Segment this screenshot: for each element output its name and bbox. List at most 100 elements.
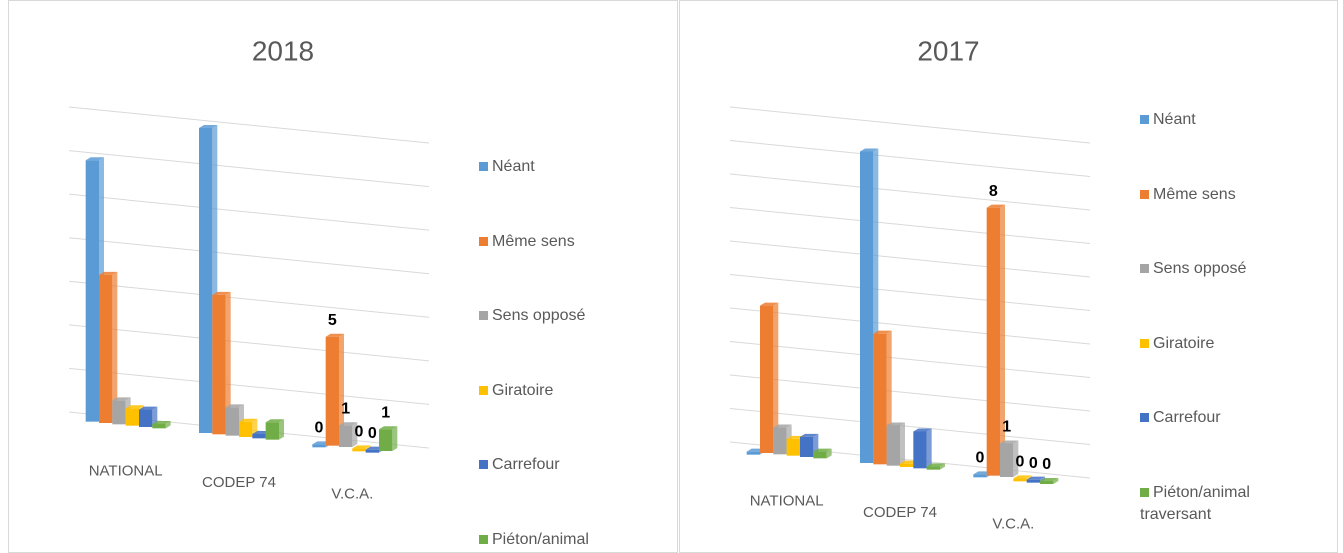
legend-label: Piéton/animal traversant <box>1140 483 1250 523</box>
grid-line <box>729 274 1091 311</box>
grid-line <box>729 207 1091 244</box>
legend-swatch <box>1140 338 1149 348</box>
grid-line <box>68 367 430 405</box>
bar-top <box>85 157 104 161</box>
bar <box>886 425 900 466</box>
legend-item: Même sens <box>479 231 629 253</box>
bar-top <box>913 428 932 432</box>
bar-top <box>139 406 158 410</box>
bar-top <box>800 433 819 437</box>
grid-line <box>729 341 1091 378</box>
data-label: 8 <box>989 183 998 200</box>
bar-top <box>199 125 218 128</box>
bar <box>973 474 987 478</box>
grid-line <box>729 240 1091 278</box>
bar-top <box>1013 475 1032 479</box>
grid-line <box>729 173 1091 211</box>
x-tick-label: V.C.A. <box>992 515 1034 532</box>
bar <box>1040 481 1054 484</box>
bar <box>860 151 874 463</box>
bar-side <box>165 420 171 429</box>
bar-top <box>813 448 832 452</box>
bar-top <box>773 424 792 428</box>
legend-item: Néant <box>1140 109 1290 131</box>
bar-side <box>826 448 832 459</box>
legend-label: Giratoire <box>1153 334 1215 352</box>
legend-label: Giratoire <box>492 381 554 399</box>
legend-item: Néant <box>479 156 629 178</box>
bar-side <box>900 422 905 466</box>
bar-side <box>773 302 779 453</box>
bar-top <box>99 271 118 275</box>
bar-top <box>860 148 879 152</box>
data-label: 0 <box>1016 454 1025 471</box>
bar <box>125 408 139 426</box>
legend-swatch <box>1140 264 1149 273</box>
bar <box>926 466 940 470</box>
chart-title: 2018 <box>252 35 314 66</box>
bar-top <box>152 420 171 424</box>
legend-swatch <box>479 534 488 544</box>
bar-top <box>112 397 131 401</box>
grid-line <box>68 106 430 144</box>
bar-top <box>760 302 779 306</box>
legend-item: Giratoire <box>1140 333 1290 355</box>
legend-swatch <box>1140 189 1149 199</box>
bar <box>800 436 814 457</box>
bar-side <box>1000 204 1005 476</box>
legend-item: Même sens <box>1140 184 1290 206</box>
bar <box>1000 443 1014 477</box>
bar-top <box>886 422 905 426</box>
bar <box>199 128 213 433</box>
data-label: 1 <box>341 400 350 417</box>
bar <box>212 294 226 435</box>
bar-side <box>1053 478 1059 484</box>
grid-line <box>729 408 1091 445</box>
bar-top <box>352 445 371 449</box>
grid-line <box>729 140 1091 177</box>
bar-top <box>265 419 284 423</box>
legend-swatch <box>479 162 488 171</box>
grid-line <box>729 374 1091 412</box>
bar <box>379 429 393 451</box>
legend-item: Sens opposé <box>1140 258 1290 280</box>
legend-swatch <box>479 385 488 395</box>
x-tick-label: V.C.A. <box>331 485 373 502</box>
chart-title: 2017 <box>917 35 979 66</box>
bar-top <box>212 291 231 295</box>
bar <box>1013 478 1027 482</box>
bar <box>139 409 153 427</box>
bar-side <box>940 463 945 470</box>
bar <box>1026 479 1040 483</box>
bar <box>252 433 266 439</box>
bar <box>746 451 760 455</box>
bar <box>773 427 787 455</box>
legend-item: Piéton/animal traversant <box>1140 482 1290 526</box>
bar-side <box>339 333 344 446</box>
data-label: 0 <box>355 424 364 441</box>
legend-label: Sens opposé <box>492 307 586 324</box>
bar-top <box>125 405 144 409</box>
bar <box>786 438 800 456</box>
bar <box>325 336 339 446</box>
x-tick-label: CODEP 74 <box>202 474 276 491</box>
legend-item: Sens opposé <box>479 305 629 327</box>
legend-swatch <box>1140 115 1149 124</box>
legend-swatch <box>479 311 488 320</box>
data-label: 0 <box>1029 455 1038 472</box>
bar-top <box>1000 440 1019 444</box>
bar-side <box>926 428 932 469</box>
x-tick-label: NATIONAL <box>89 463 163 480</box>
grid-line <box>729 307 1091 345</box>
bar <box>152 423 166 429</box>
bar <box>339 425 353 447</box>
legend-item: Carrefour <box>479 454 629 476</box>
bar-top <box>1040 478 1059 481</box>
legend-label: Néant <box>492 158 535 175</box>
bar <box>239 421 253 437</box>
legend-swatch <box>479 460 488 469</box>
legend-swatch <box>1140 413 1149 422</box>
legend-label: Néant <box>1153 111 1196 128</box>
x-tick-label: NATIONAL <box>750 493 824 510</box>
